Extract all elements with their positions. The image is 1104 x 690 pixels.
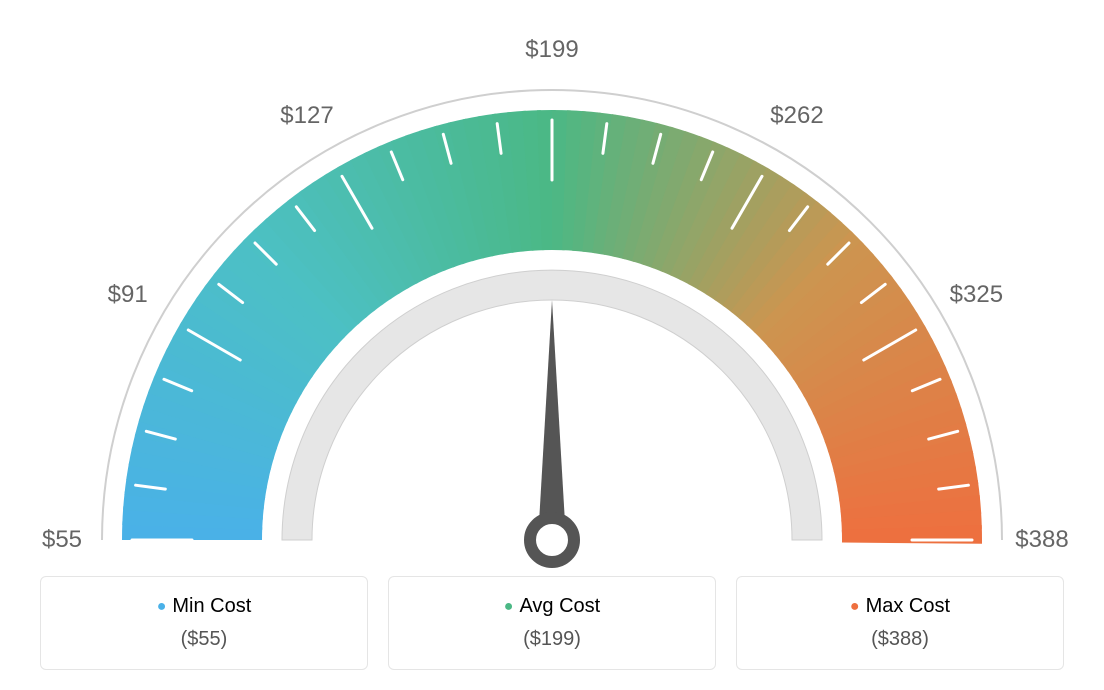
dot-icon-avg: ● bbox=[504, 598, 514, 615]
gauge-tick-label: $325 bbox=[950, 281, 1003, 309]
legend-card-min: ● Min Cost ($55) bbox=[40, 576, 368, 670]
legend-title-avg: ● Avg Cost bbox=[399, 595, 705, 618]
legend-title-min: ● Min Cost bbox=[51, 595, 357, 618]
gauge-svg bbox=[0, 10, 1104, 570]
gauge-chart: $55 $91 $127 $199 $262 $325 $388 bbox=[0, 10, 1104, 570]
dot-icon-min: ● bbox=[157, 598, 167, 615]
legend-value-avg: ($199) bbox=[399, 628, 705, 651]
gauge-tick-label: $262 bbox=[770, 102, 823, 130]
legend-title-max: ● Max Cost bbox=[747, 595, 1053, 618]
gauge-tick-label: $127 bbox=[280, 102, 333, 130]
legend-value-max: ($388) bbox=[747, 628, 1053, 651]
gauge-tick-label: $388 bbox=[1015, 526, 1068, 554]
legend-title-text-min: Min Cost bbox=[172, 595, 251, 617]
legend-title-text-max: Max Cost bbox=[866, 595, 950, 617]
legend-row: ● Min Cost ($55) ● Avg Cost ($199) ● Max Co… bbox=[0, 576, 1104, 670]
legend-card-avg: ● Avg Cost ($199) bbox=[388, 576, 716, 670]
dot-icon-max: ● bbox=[850, 598, 860, 615]
gauge-tick-label: $91 bbox=[108, 281, 148, 309]
legend-value-min: ($55) bbox=[51, 628, 357, 651]
legend-card-max: ● Max Cost ($388) bbox=[736, 576, 1064, 670]
gauge-tick-label: $55 bbox=[42, 526, 82, 554]
legend-title-text-avg: Avg Cost bbox=[519, 595, 600, 617]
gauge-tick-label: $199 bbox=[525, 36, 578, 64]
